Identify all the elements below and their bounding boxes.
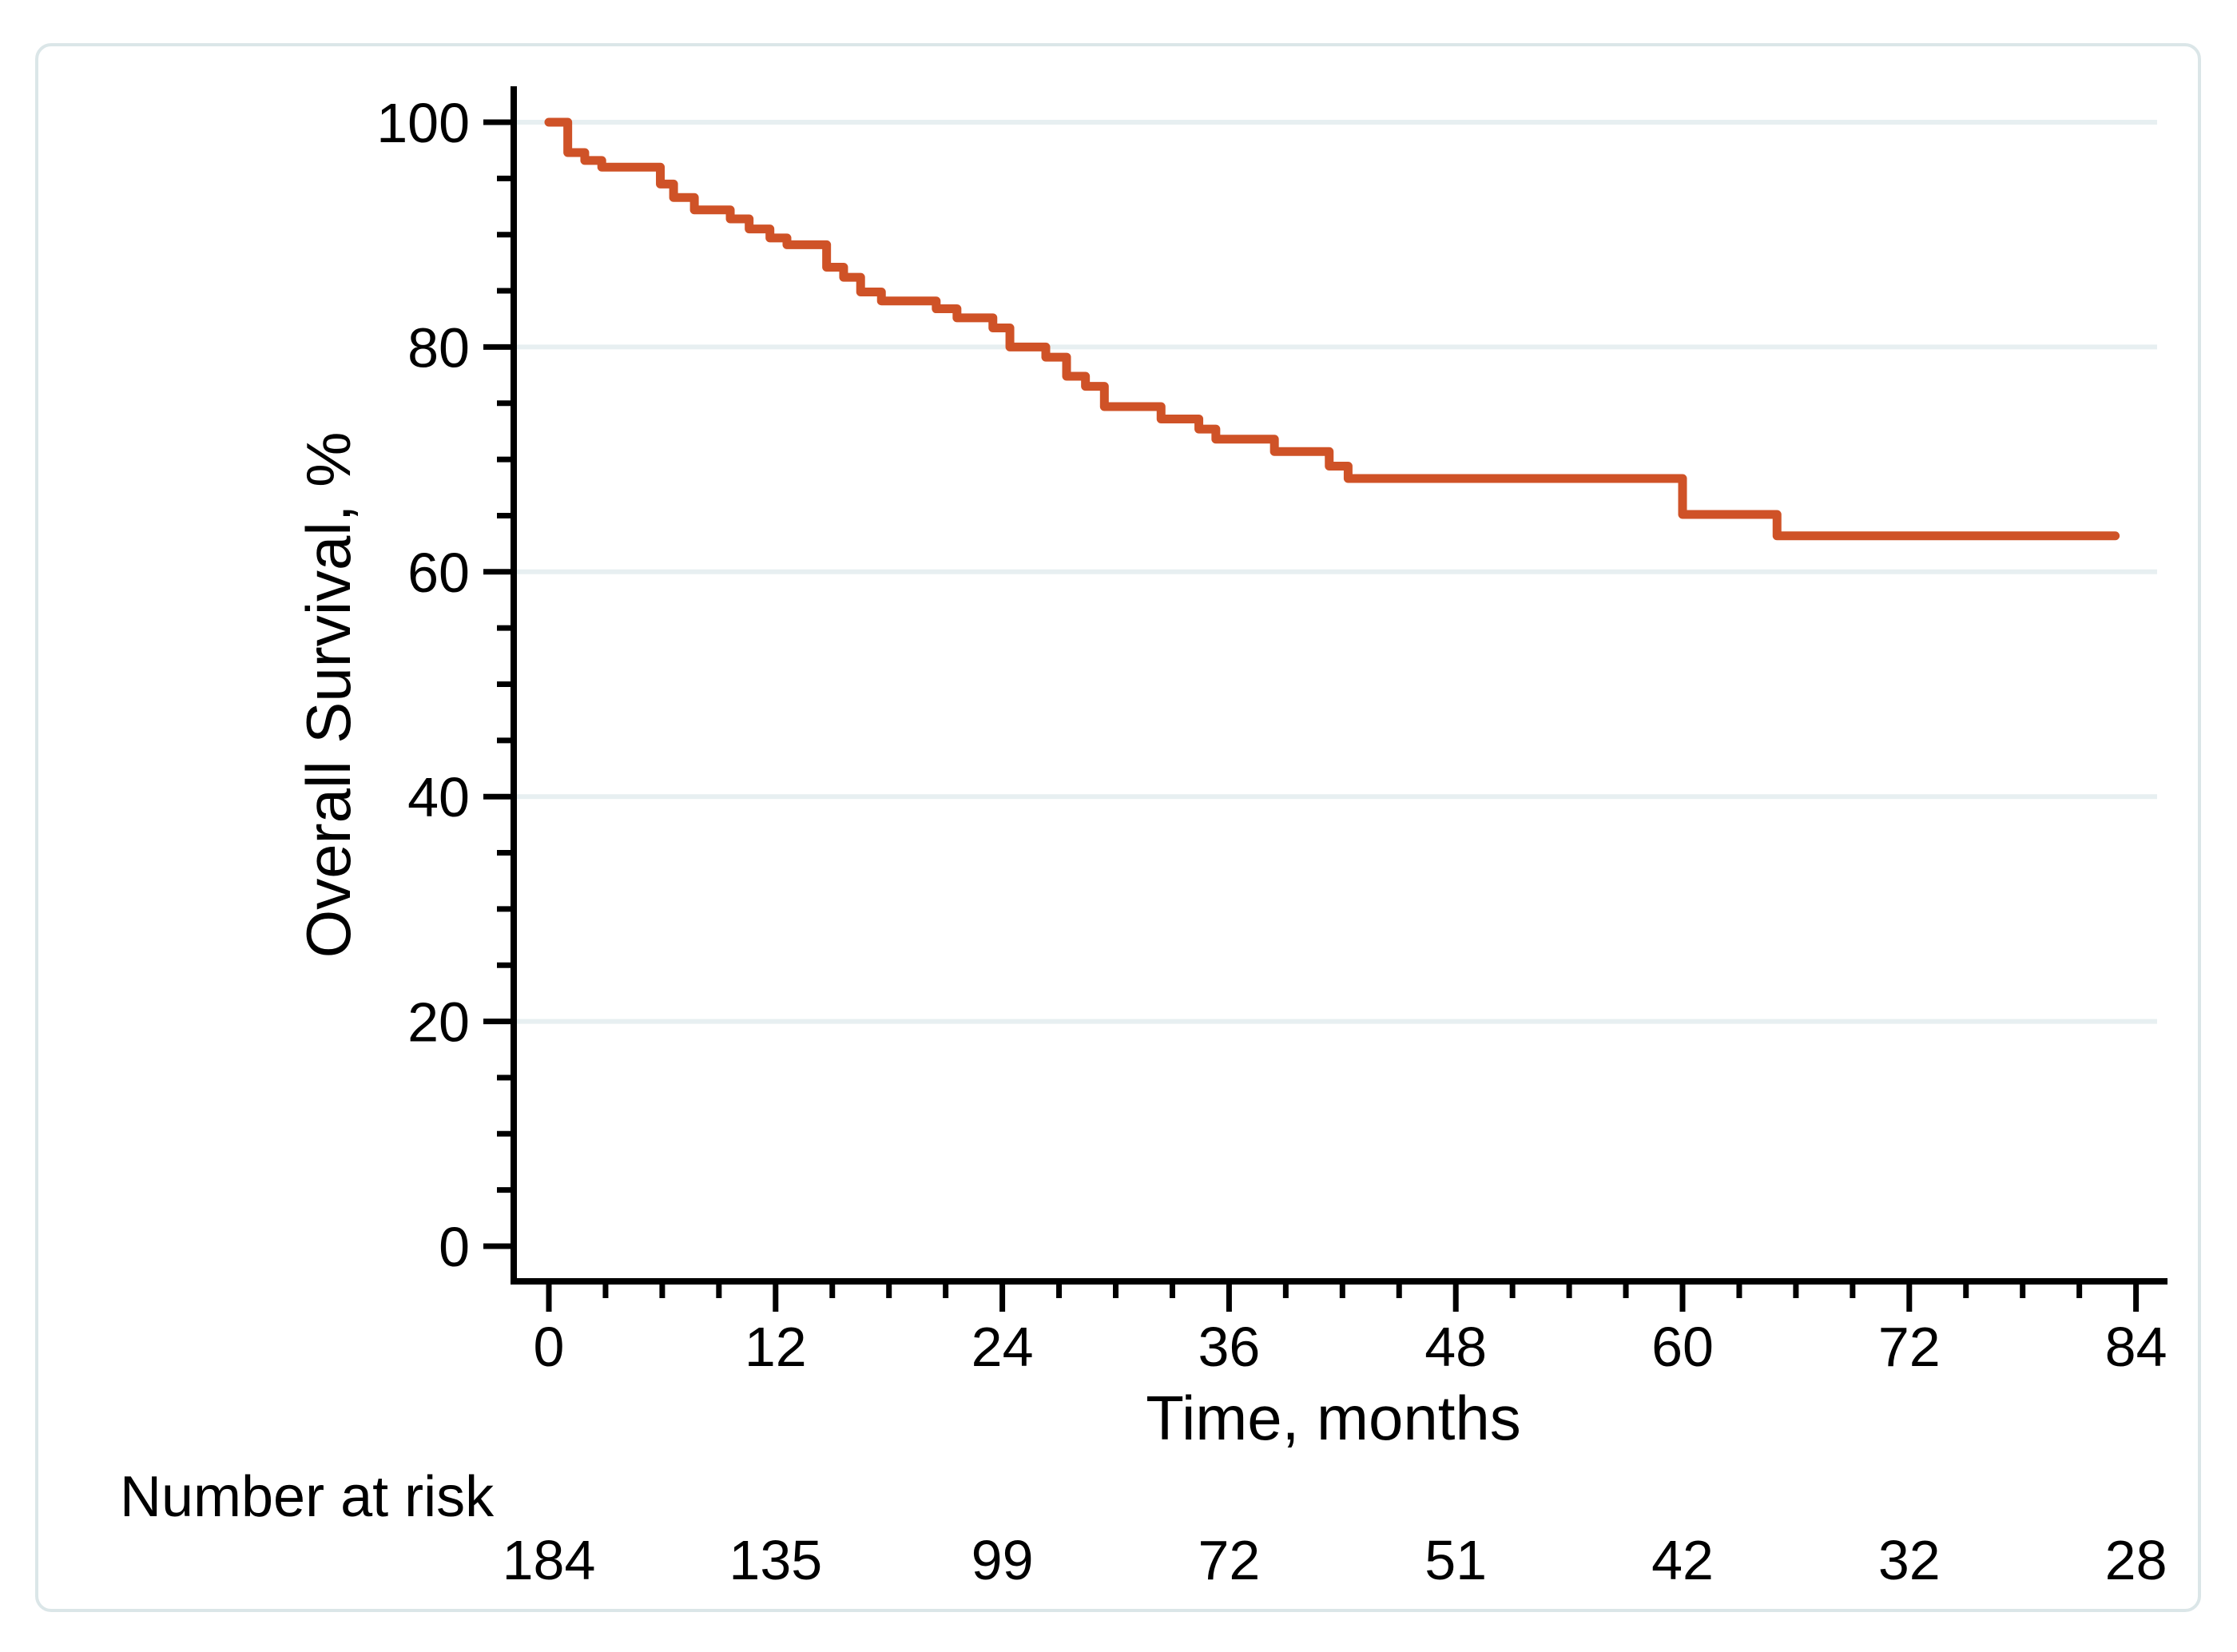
- y-tick-label-60: 60: [407, 542, 470, 604]
- y-tick-label-0: 0: [439, 1216, 470, 1278]
- x-tick-label-48: 48: [1424, 1316, 1487, 1378]
- x-tick-label-36: 36: [1198, 1316, 1260, 1378]
- y-tick-label-40: 40: [407, 766, 470, 828]
- risk-count-72: 32: [1878, 1529, 1941, 1591]
- risk-count-36: 72: [1198, 1529, 1260, 1591]
- number-at-risk-row: 184 135 99 72 51 42 32 28: [503, 1529, 2167, 1591]
- x-tick-label-0: 0: [534, 1316, 565, 1378]
- risk-count-84: 28: [2105, 1529, 2167, 1591]
- x-tick-label-72: 72: [1878, 1316, 1941, 1378]
- tick-labels: 0 20 40 60 80 100 0 12 24 36 48 60 72 84: [376, 92, 2167, 1378]
- risk-count-0: 184: [503, 1529, 596, 1591]
- x-axis-title: Time, months: [1146, 1383, 1521, 1453]
- survival-curve-layer: [544, 117, 2120, 541]
- x-tick-label-12: 12: [745, 1316, 807, 1378]
- axes: [483, 86, 2167, 1312]
- y-tick-label-20: 20: [407, 991, 470, 1054]
- risk-count-24: 99: [971, 1529, 1034, 1591]
- overall-survival-curve: [544, 117, 2120, 541]
- number-at-risk-label: Number at risk: [120, 1465, 495, 1529]
- risk-count-12: 135: [729, 1529, 822, 1591]
- figure-border: [35, 43, 2201, 1612]
- gridlines: [514, 120, 2157, 1024]
- risk-count-60: 42: [1651, 1529, 1714, 1591]
- y-tick-label-100: 100: [376, 92, 470, 154]
- y-tick-label-80: 80: [407, 316, 470, 379]
- x-tick-label-84: 84: [2105, 1316, 2167, 1378]
- x-tick-label-24: 24: [971, 1316, 1034, 1378]
- risk-count-48: 51: [1424, 1529, 1487, 1591]
- y-axis-title: Overall Survival, %: [293, 432, 364, 959]
- x-tick-label-60: 60: [1651, 1316, 1714, 1378]
